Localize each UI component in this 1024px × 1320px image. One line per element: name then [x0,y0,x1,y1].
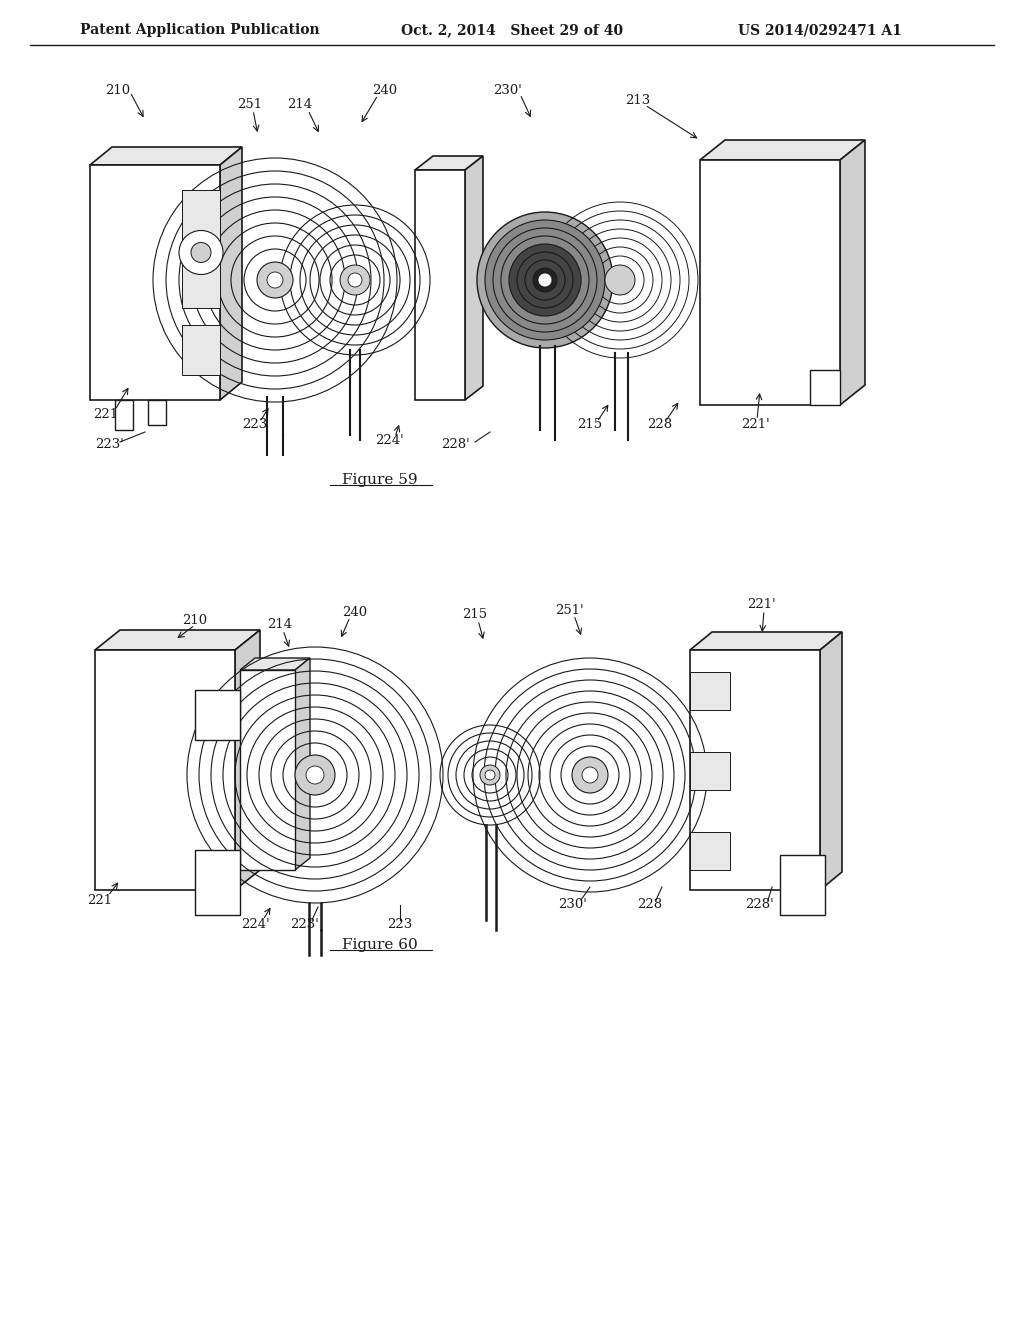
Polygon shape [90,147,242,165]
Circle shape [340,265,370,294]
Text: Patent Application Publication: Patent Application Publication [80,22,319,37]
Circle shape [582,767,598,783]
Polygon shape [240,671,295,870]
Circle shape [517,252,573,308]
Text: 224': 224' [376,433,404,446]
Text: 240: 240 [342,606,368,619]
Polygon shape [195,690,240,741]
Polygon shape [465,156,483,400]
Polygon shape [690,632,842,649]
Circle shape [348,273,362,286]
Polygon shape [700,160,840,405]
Circle shape [267,272,283,288]
Polygon shape [840,140,865,405]
Text: 240: 240 [373,83,397,96]
Text: Figure 59: Figure 59 [342,473,418,487]
Circle shape [534,268,557,292]
Text: 214: 214 [267,619,293,631]
Polygon shape [95,630,260,649]
Circle shape [493,228,597,333]
Polygon shape [182,257,220,308]
Circle shape [306,766,324,784]
Polygon shape [690,752,730,789]
Polygon shape [700,140,865,160]
Text: 224': 224' [241,919,269,932]
Polygon shape [115,400,133,430]
Circle shape [509,244,581,315]
Polygon shape [95,649,234,890]
Circle shape [485,770,495,780]
Text: Oct. 2, 2014   Sheet 29 of 40: Oct. 2, 2014 Sheet 29 of 40 [401,22,623,37]
Circle shape [485,220,605,341]
Polygon shape [295,657,310,870]
Circle shape [179,231,223,275]
Polygon shape [195,850,240,915]
Polygon shape [234,630,260,890]
Circle shape [605,265,635,294]
Text: 223: 223 [243,418,267,432]
Text: 228: 228 [647,418,673,432]
Text: 213: 213 [626,94,650,107]
Polygon shape [690,672,730,710]
Text: 230': 230' [494,83,522,96]
Text: 221: 221 [87,894,113,907]
Polygon shape [182,190,220,240]
Text: 221': 221' [748,598,776,611]
Text: 223': 223' [95,438,124,451]
Text: Figure 60: Figure 60 [342,939,418,952]
Polygon shape [182,325,220,375]
Polygon shape [148,400,166,425]
Circle shape [257,261,293,298]
Text: 215: 215 [463,609,487,622]
Polygon shape [690,832,730,870]
Circle shape [477,213,613,348]
Text: 230': 230' [558,899,588,912]
Circle shape [572,756,608,793]
Text: 215: 215 [578,418,602,432]
Text: 251: 251 [238,99,262,111]
Circle shape [480,766,500,785]
Circle shape [538,273,552,286]
Text: 228: 228 [637,899,663,912]
Polygon shape [690,649,820,890]
Text: 228': 228' [440,438,469,451]
Polygon shape [415,170,465,400]
Text: 221': 221' [741,418,770,432]
Polygon shape [780,855,825,915]
Text: 228': 228' [745,899,774,912]
Circle shape [295,755,335,795]
Text: 210: 210 [182,614,208,627]
Circle shape [501,236,589,323]
Polygon shape [820,632,842,890]
Polygon shape [415,156,483,170]
Text: US 2014/0292471 A1: US 2014/0292471 A1 [738,22,902,37]
Text: 251': 251' [556,603,585,616]
Polygon shape [220,147,242,400]
Circle shape [191,243,211,263]
Text: 223: 223 [387,919,413,932]
Text: 210: 210 [105,83,130,96]
Polygon shape [240,657,310,671]
Text: 214: 214 [288,99,312,111]
Polygon shape [810,370,840,405]
Text: 223': 223' [291,919,319,932]
Polygon shape [90,165,220,400]
Circle shape [525,260,565,300]
Text: 221: 221 [93,408,118,421]
